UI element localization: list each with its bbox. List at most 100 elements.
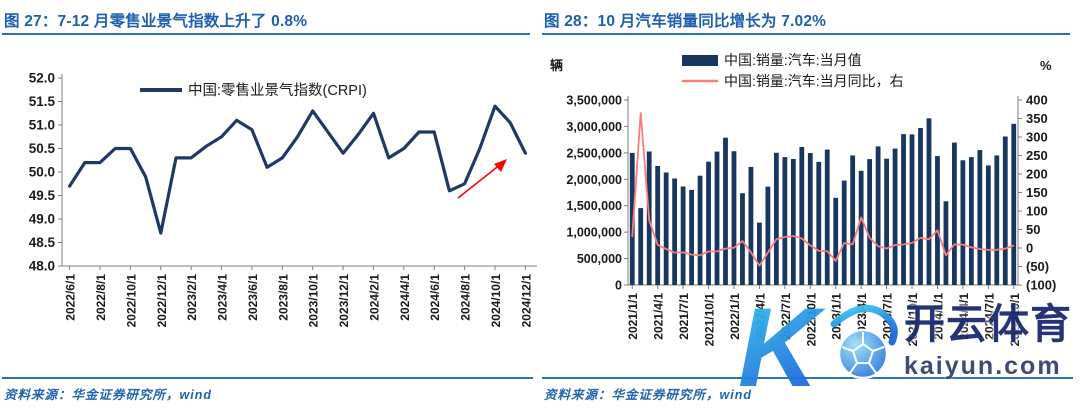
sales-bar	[994, 155, 1000, 285]
sales-bar	[918, 128, 923, 285]
x-tick-label: 2023/6/1	[246, 274, 260, 321]
auto-sales-combo-chart: 0 500,000 1,000,000 1,500,000 2,000,000 2,500…	[550, 52, 1056, 347]
sales-bar	[985, 165, 991, 285]
y-tick-label: 51.5	[29, 94, 56, 109]
figure-28-source-note: 资料来源：华金证券研究所，wind	[544, 388, 752, 402]
x-tick-label: 2021/1/1	[626, 293, 640, 340]
sales-bar	[884, 158, 889, 285]
right-y-tick-label: 150	[1026, 185, 1048, 200]
right-y-tick-label: 250	[1026, 148, 1048, 163]
sales-bar	[731, 151, 737, 285]
figure-28-panel: 图 28：10 月汽车销量同比增长为 7.02% 0 500,000 1,000,0…	[540, 0, 1080, 408]
x-tick-label: 2023/8/1	[276, 274, 290, 321]
sales-bar	[689, 189, 694, 285]
figure-27-source-note: 资料来源：华金证券研究所，wind	[4, 388, 212, 402]
x-tick-label: 2024/7/1	[982, 293, 996, 340]
y-tick-label: 49.5	[29, 188, 56, 203]
x-tick-label: 2024/4/1	[957, 293, 971, 340]
sales-bar	[943, 201, 949, 285]
sales-bar	[977, 150, 983, 285]
sales-bar	[935, 156, 940, 285]
sales-bar	[909, 134, 915, 285]
sales-bar	[968, 157, 974, 285]
y-tick-label: 48.5	[29, 235, 56, 250]
x-tick-label: 2022/1/1	[728, 293, 742, 340]
y-tick-label: 50.5	[29, 141, 56, 156]
x-tick-label: 2024/2/1	[367, 274, 381, 321]
right-y-tick-label: 100	[1026, 204, 1048, 219]
left-y-tick-label: 3,000,000	[566, 120, 622, 134]
sales-bar	[901, 134, 906, 285]
y-tick-label: 49.0	[29, 212, 55, 227]
x-tick-label: 2024/10/1	[1008, 293, 1022, 347]
sales-bar	[824, 149, 830, 285]
sales-bar	[782, 157, 788, 285]
sales-bar	[629, 152, 635, 285]
right-y-tick-label: 350	[1026, 111, 1048, 126]
sales-bar	[740, 193, 745, 285]
sales-bar	[926, 118, 932, 285]
right-axis-unit: %	[1040, 58, 1052, 73]
left-y-tick-label: 1,000,000	[566, 226, 622, 240]
sales-bar	[833, 197, 839, 285]
sales-bar	[960, 160, 966, 285]
sales-bar	[723, 137, 728, 285]
figure-27-panel: 图 27：7-12 月零售业景气指数上升了 0.8% 48.0 48.5 49.0 4…	[2, 13, 537, 402]
y-tick-label: 51.0	[29, 118, 55, 133]
sales-bar	[672, 178, 678, 285]
x-tick-label: 2023/7/1	[881, 293, 895, 340]
x-tick-label: 2024/6/1	[428, 274, 442, 321]
sales-bar	[790, 159, 796, 285]
sales-bar	[867, 159, 873, 285]
x-tick-label: 2022/7/1	[779, 293, 793, 340]
x-tick-label: 2022/10/1	[124, 274, 138, 328]
sales-bar	[697, 175, 703, 285]
x-tick-label: 2022/6/1	[64, 274, 78, 321]
right-y-tick-label: 300	[1026, 130, 1048, 145]
sales-bar	[850, 155, 856, 285]
x-tick-label: 2023/10/1	[906, 293, 920, 347]
sales-bar	[1011, 123, 1017, 285]
sales-bar	[858, 170, 864, 285]
x-tick-label: 2024/1/1	[931, 293, 945, 340]
crpi-line	[67, 104, 528, 235]
y-tick-label: 52.0	[29, 71, 55, 86]
x-tick-label: 2023/1/1	[830, 293, 844, 340]
yoy-line	[631, 112, 1015, 267]
sales-bar	[765, 186, 771, 285]
x-tick-label: 2021/4/1	[652, 293, 666, 340]
sales-bar	[714, 151, 720, 285]
left-y-tick-label: 2,500,000	[566, 146, 622, 160]
sales-bar	[680, 186, 686, 285]
legend-bar-label: 中国:销量:汽车:当月值	[724, 52, 862, 68]
x-tick-label: 2023/4/1	[855, 293, 869, 340]
right-y-tick-label: 0	[1026, 241, 1033, 256]
sales-bar	[892, 148, 898, 285]
figure-28-title-underline	[542, 33, 1070, 35]
sales-bar	[706, 161, 711, 285]
legend-bar-swatch	[682, 55, 718, 66]
legend-label: 中国:零售业景气指数(CRPI)	[188, 82, 367, 99]
x-tick-label: 2022/12/1	[155, 274, 169, 328]
left-y-tick-label: 2,000,000	[566, 173, 622, 187]
sales-bar	[807, 153, 813, 285]
left-y-tick-label: 0	[615, 279, 622, 293]
trend-arrow-head	[494, 159, 507, 172]
x-tick-label: 2023/4/1	[216, 274, 230, 321]
x-tick-label: 2024/12/1	[519, 274, 533, 328]
figure-27-title: 图 27：7-12 月零售业景气指数上升了 0.8%	[4, 13, 308, 30]
x-tick-label: 2023/10/1	[307, 274, 321, 328]
figure-28-title: 图 28：10 月汽车销量同比增长为 7.02%	[544, 13, 827, 30]
figure-28-source-divider	[542, 377, 1073, 379]
figure-27-title-underline	[2, 33, 530, 35]
x-tick-label: 2023/2/1	[185, 274, 199, 321]
x-tick-label: 2021/7/1	[677, 293, 691, 340]
x-tick-label: 2022/8/1	[94, 274, 108, 321]
figure-27-source-divider	[2, 377, 533, 379]
sales-bar	[663, 172, 669, 285]
sales-bar	[638, 208, 644, 285]
y-tick-label: 48.0	[29, 259, 55, 274]
x-tick-label: 2024/10/1	[489, 274, 503, 328]
sales-bar	[757, 222, 762, 285]
sales-bar	[875, 146, 881, 285]
